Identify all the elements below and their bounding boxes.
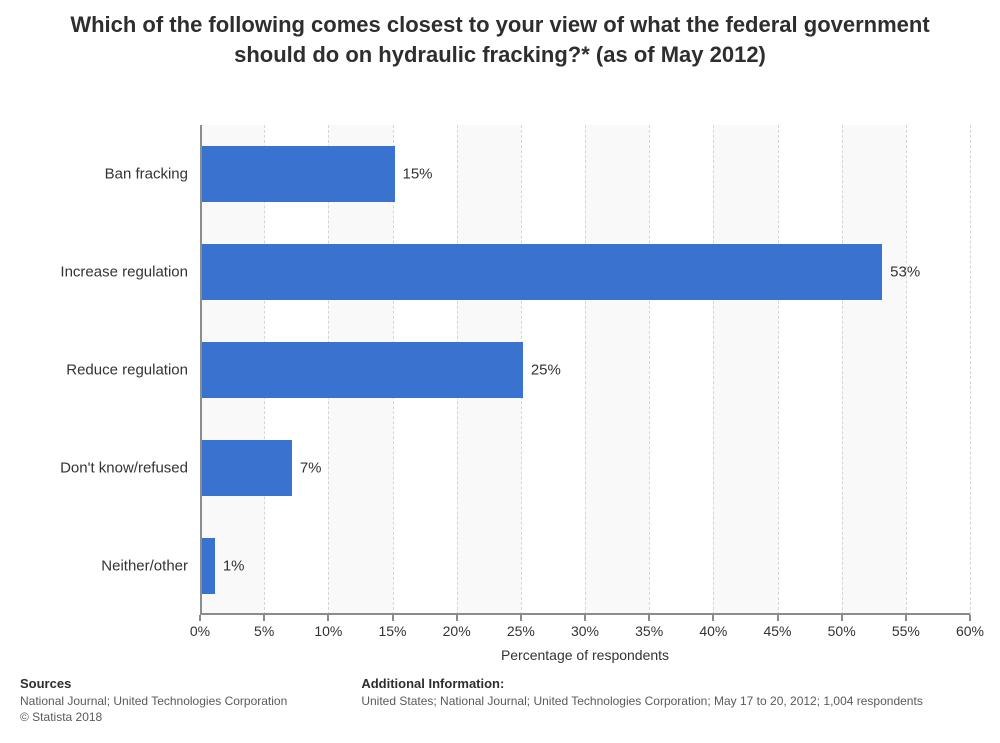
footer-sources: Sources National Journal; United Technol… — [20, 676, 340, 725]
y-category-label: Ban fracking — [105, 166, 200, 183]
grid-line — [842, 125, 843, 615]
x-axis-line — [200, 613, 970, 615]
y-axis-line — [200, 125, 202, 615]
x-tick-label: 35% — [635, 615, 663, 639]
grid-line — [649, 125, 650, 615]
grid-line — [585, 125, 586, 615]
y-category-label: Don't know/refused — [60, 460, 200, 477]
bar-fill — [202, 342, 523, 398]
bar: 1% — [202, 538, 215, 594]
grid-line — [778, 125, 779, 615]
x-tick-label: 0% — [190, 615, 210, 639]
bar-fill — [202, 440, 292, 496]
bar: 53% — [202, 244, 882, 300]
x-tick-label: 60% — [956, 615, 984, 639]
x-tick-label: 10% — [314, 615, 342, 639]
plot-band — [649, 125, 713, 615]
bar-value-label: 7% — [300, 459, 322, 476]
bar-fill — [202, 146, 395, 202]
x-tick-label: 20% — [443, 615, 471, 639]
x-tick-label: 15% — [378, 615, 406, 639]
footer-additional: Additional Information: United States; N… — [361, 676, 961, 709]
bar-value-label: 15% — [403, 165, 433, 182]
additional-text: United States; National Journal; United … — [361, 693, 961, 709]
chart-container: Which of the following comes closest to … — [0, 0, 1000, 743]
y-category-label: Increase regulation — [60, 264, 200, 281]
grid-line — [713, 125, 714, 615]
plot-band — [906, 125, 970, 615]
plot-band — [778, 125, 842, 615]
bar: 15% — [202, 146, 395, 202]
chart-footer: Sources National Journal; United Technol… — [20, 676, 980, 725]
bar-fill — [202, 538, 215, 594]
grid-line — [906, 125, 907, 615]
sources-text: National Journal; United Technologies Co… — [20, 693, 340, 709]
bar-fill — [202, 244, 882, 300]
chart-title: Which of the following comes closest to … — [0, 0, 1000, 69]
additional-heading: Additional Information: — [361, 676, 961, 691]
x-tick-label: 5% — [254, 615, 274, 639]
sources-heading: Sources — [20, 676, 340, 691]
x-tick-label: 25% — [507, 615, 535, 639]
bar: 25% — [202, 342, 523, 398]
bar-value-label: 1% — [223, 557, 245, 574]
x-tick-label: 50% — [828, 615, 856, 639]
x-tick-label: 45% — [763, 615, 791, 639]
x-tick-label: 55% — [892, 615, 920, 639]
copyright-text: © Statista 2018 — [20, 709, 340, 725]
plot-area: Percentage of respondents 0%5%10%15%20%2… — [200, 125, 970, 615]
bar-value-label: 25% — [531, 361, 561, 378]
bar: 7% — [202, 440, 292, 496]
x-tick-label: 40% — [699, 615, 727, 639]
y-category-label: Reduce regulation — [66, 362, 200, 379]
bar-value-label: 53% — [890, 263, 920, 280]
x-axis-title: Percentage of respondents — [501, 647, 669, 663]
x-tick-label: 30% — [571, 615, 599, 639]
y-category-label: Neither/other — [101, 558, 200, 575]
grid-line — [970, 125, 971, 615]
